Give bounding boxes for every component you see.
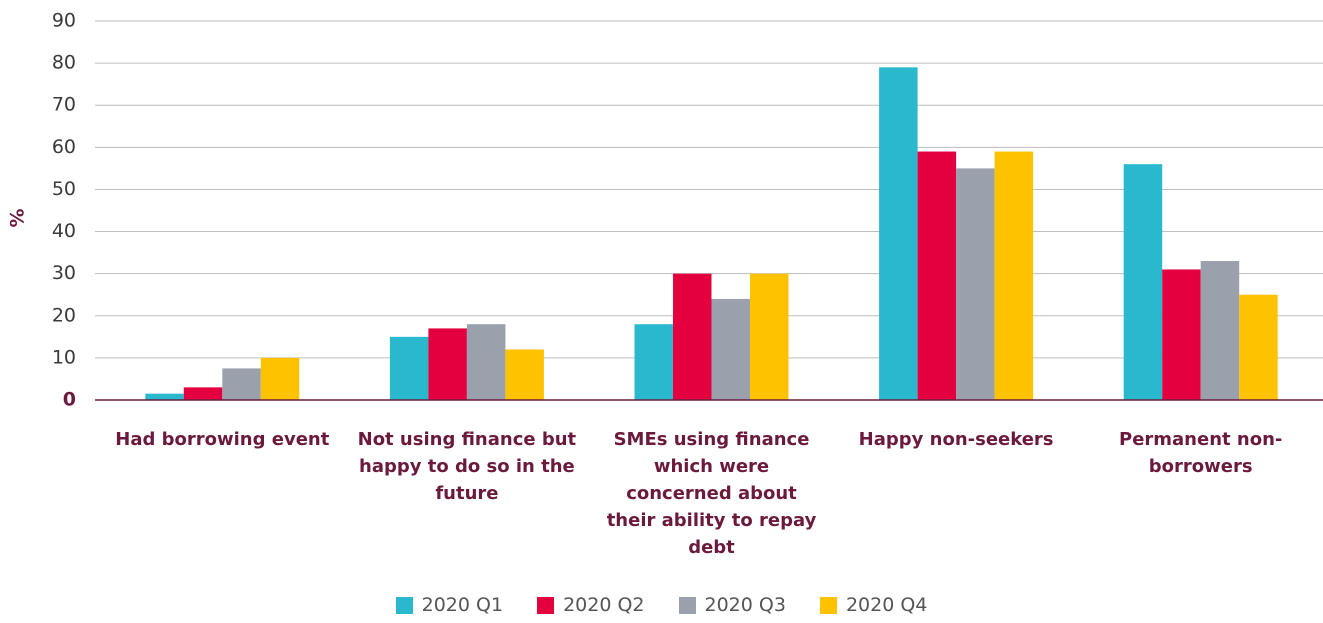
bar — [673, 273, 712, 400]
bar — [466, 324, 506, 400]
bar — [711, 298, 750, 400]
y-tick-label: 90 — [52, 10, 76, 32]
y-tick-label: 30 — [52, 262, 76, 284]
bar — [917, 151, 957, 400]
y-tick-label: 10 — [52, 346, 76, 368]
bar — [428, 328, 467, 400]
bar — [505, 349, 544, 400]
y-tick-label: 40 — [52, 220, 76, 242]
bar — [1123, 164, 1163, 400]
y-tick-label: 80 — [52, 52, 76, 74]
legend-item: 2020 Q3 — [678, 594, 786, 616]
bar — [1200, 261, 1240, 400]
bar — [222, 368, 261, 400]
y-tick-label: 60 — [52, 136, 76, 158]
y-tick-label: 70 — [52, 94, 76, 116]
legend-item: 2020 Q2 — [537, 594, 645, 616]
legend-swatch — [537, 596, 555, 614]
x-tick-label: Had borrowing event — [115, 429, 330, 450]
bar — [750, 273, 789, 400]
x-tick-label: Permanent non-borrowers — [1119, 429, 1283, 477]
bar — [994, 151, 1034, 400]
y-tick-label: 0 — [63, 389, 76, 411]
bar — [956, 168, 995, 400]
bar — [1162, 269, 1201, 400]
legend-item: 2020 Q4 — [819, 594, 928, 616]
x-tick-label: SMEs using finance which were concerned … — [606, 429, 817, 558]
bar — [389, 336, 429, 400]
y-axis-label: % — [7, 208, 29, 227]
legend-label: 2020 Q4 — [845, 594, 928, 616]
legend-swatch — [678, 596, 696, 614]
bar — [260, 357, 300, 400]
y-tick-label: 50 — [52, 178, 76, 200]
x-tick-label: Not using finance but happy to do so in … — [357, 429, 577, 504]
legend-swatch — [819, 596, 837, 614]
legend-label: 2020 Q1 — [421, 594, 504, 616]
bar — [634, 324, 673, 400]
x-tick-label: Happy non-seekers — [858, 429, 1054, 450]
legend: 2020 Q1 2020 Q2 2020 Q3 2020 Q4 — [0, 594, 1323, 616]
bar — [145, 393, 184, 400]
bar — [879, 67, 918, 401]
bar — [1239, 294, 1278, 400]
legend-label: 2020 Q3 — [704, 594, 786, 616]
legend-swatch — [395, 596, 413, 614]
legend-label: 2020 Q2 — [563, 594, 645, 616]
bar — [183, 387, 223, 400]
y-tick-label: 20 — [52, 304, 76, 326]
legend-item: 2020 Q1 — [395, 594, 504, 616]
